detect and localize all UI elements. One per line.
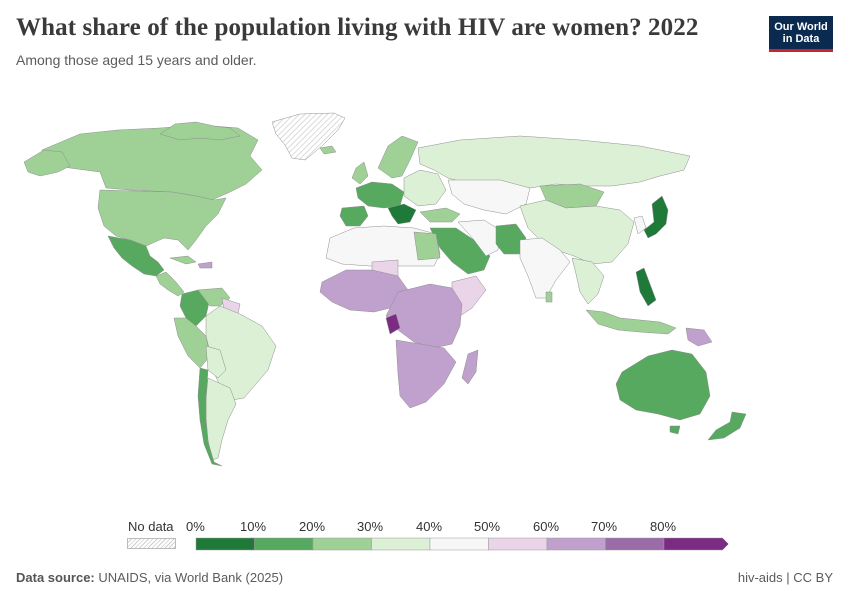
turkey[interactable] bbox=[419, 207, 461, 223]
canada[interactable] bbox=[41, 124, 263, 201]
united-kingdom[interactable] bbox=[351, 161, 369, 185]
scandinavia[interactable] bbox=[377, 135, 419, 179]
middle-east[interactable] bbox=[429, 227, 491, 275]
logo-line-1: Our World bbox=[774, 21, 828, 33]
japan[interactable] bbox=[643, 195, 669, 239]
legend-bin[interactable] bbox=[605, 537, 665, 551]
kazakhstan[interactable] bbox=[447, 179, 531, 215]
iceland[interactable] bbox=[319, 145, 337, 155]
legend-bin[interactable] bbox=[312, 537, 372, 551]
korea[interactable] bbox=[633, 215, 647, 235]
world-map bbox=[23, 112, 747, 467]
madagascar[interactable] bbox=[461, 349, 479, 385]
legend-bin[interactable] bbox=[546, 537, 606, 551]
legend-tick-20: 20% bbox=[299, 519, 326, 534]
logo-line-2: in Data bbox=[782, 33, 820, 45]
india[interactable] bbox=[519, 237, 571, 299]
legend-bin[interactable] bbox=[488, 537, 548, 551]
legend-tick-80: 80% bbox=[650, 519, 677, 534]
indonesia[interactable] bbox=[585, 309, 677, 335]
eastern-europe[interactable] bbox=[403, 169, 447, 207]
legend-tick-30: 30% bbox=[357, 519, 384, 534]
iberia[interactable] bbox=[339, 205, 369, 227]
bolivia[interactable] bbox=[205, 345, 227, 379]
legend-bin[interactable] bbox=[429, 537, 489, 551]
chile[interactable] bbox=[197, 367, 223, 467]
russia[interactable] bbox=[417, 135, 691, 191]
legend-tick-0: 0% bbox=[186, 519, 205, 534]
chart-subtitle: Among those aged 15 years and older. bbox=[16, 52, 257, 68]
chart-title: What share of the population living with… bbox=[16, 14, 699, 41]
data-source: Data source: UNAIDS, via World Bank (202… bbox=[16, 570, 283, 585]
owid-logo[interactable]: Our World in Data bbox=[769, 16, 833, 52]
legend-color-scale bbox=[195, 537, 729, 551]
central-east-africa[interactable] bbox=[385, 283, 463, 349]
italy-balkans[interactable] bbox=[387, 203, 417, 225]
legend-bin[interactable] bbox=[254, 537, 314, 551]
legend-tick-70: 70% bbox=[591, 519, 618, 534]
data-source-text: UNAIDS, via World Bank (2025) bbox=[98, 570, 284, 585]
canada-islands[interactable] bbox=[159, 121, 241, 141]
legend-tick-60: 60% bbox=[533, 519, 560, 534]
alaska[interactable] bbox=[23, 149, 71, 177]
legend-no-data-swatch[interactable] bbox=[127, 538, 176, 549]
legend-tick-40: 40% bbox=[416, 519, 443, 534]
mexico[interactable] bbox=[107, 235, 165, 277]
southern-africa[interactable] bbox=[395, 339, 457, 409]
legend-no-data-label: No data bbox=[128, 519, 174, 534]
southeast-asia[interactable] bbox=[571, 257, 605, 305]
caribbean[interactable] bbox=[169, 255, 197, 265]
egypt[interactable] bbox=[413, 231, 441, 261]
australia[interactable] bbox=[615, 349, 711, 421]
philippines[interactable] bbox=[635, 267, 657, 307]
data-source-label: Data source: bbox=[16, 570, 95, 585]
peru[interactable] bbox=[173, 317, 211, 369]
papua-new-guinea[interactable] bbox=[685, 327, 713, 347]
sri-lanka[interactable] bbox=[545, 291, 553, 303]
western-europe[interactable] bbox=[355, 181, 405, 209]
hispaniola[interactable] bbox=[197, 261, 213, 269]
legend-tick-50: 50% bbox=[474, 519, 501, 534]
iran[interactable] bbox=[457, 219, 501, 257]
gabon[interactable] bbox=[385, 313, 401, 335]
chart-slug-license[interactable]: hiv-aids | CC BY bbox=[737, 570, 833, 585]
legend-bin[interactable] bbox=[663, 537, 729, 551]
legend-bin[interactable] bbox=[371, 537, 431, 551]
greenland[interactable] bbox=[271, 112, 346, 161]
tasmania[interactable] bbox=[669, 425, 681, 435]
new-zealand[interactable] bbox=[707, 411, 747, 441]
central-america[interactable] bbox=[155, 271, 185, 297]
legend-tick-10: 10% bbox=[240, 519, 267, 534]
united-states[interactable] bbox=[97, 189, 227, 251]
legend-bin[interactable] bbox=[195, 537, 255, 551]
north-africa[interactable] bbox=[325, 225, 441, 267]
